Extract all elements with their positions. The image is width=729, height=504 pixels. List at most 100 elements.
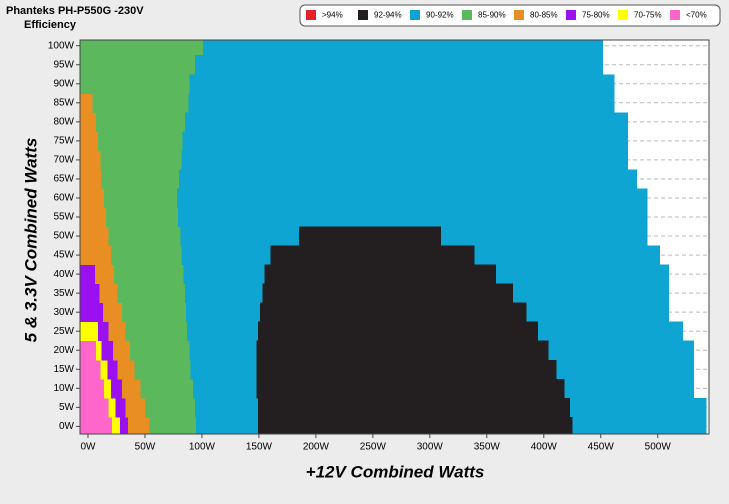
x-tick-label: 200W bbox=[303, 442, 330, 453]
x-tick-label: 300W bbox=[417, 442, 444, 453]
y-tick-label: 45W bbox=[53, 250, 74, 261]
x-tick-label: 100W bbox=[189, 442, 216, 453]
region-cell bbox=[256, 340, 549, 361]
region-cell bbox=[80, 207, 107, 228]
legend-swatch bbox=[462, 10, 472, 20]
region-cell bbox=[125, 397, 145, 418]
region-cell bbox=[134, 359, 191, 380]
region-cell bbox=[140, 378, 193, 399]
region-cell bbox=[179, 169, 638, 189]
x-tick-label: 0W bbox=[80, 442, 96, 453]
y-tick-label: 70W bbox=[53, 155, 74, 166]
region-cell bbox=[103, 188, 177, 208]
region-cell bbox=[80, 321, 99, 342]
region-cell bbox=[80, 150, 101, 170]
region-cell bbox=[260, 302, 527, 323]
y-tick-label: 90W bbox=[53, 78, 74, 89]
region-cell bbox=[110, 378, 123, 399]
legend-label: >94% bbox=[322, 11, 343, 20]
region-cell bbox=[114, 264, 184, 285]
region-cell bbox=[117, 283, 185, 304]
y-tick-label: 55W bbox=[53, 212, 74, 223]
y-tick-label: 10W bbox=[53, 383, 74, 394]
region-cell bbox=[80, 340, 96, 361]
region-cell bbox=[149, 416, 197, 434]
region-cell bbox=[108, 321, 126, 342]
region-cell bbox=[127, 416, 150, 434]
region-cell bbox=[108, 397, 116, 418]
region-cell bbox=[119, 416, 128, 434]
legend-swatch bbox=[618, 10, 628, 20]
region-cell bbox=[203, 40, 604, 56]
region-cell bbox=[195, 55, 604, 75]
chart-subtitle: Efficiency bbox=[24, 19, 77, 31]
y-tick-label: 85W bbox=[53, 97, 74, 108]
legend-swatch bbox=[670, 10, 680, 20]
y-tick-label: 25W bbox=[53, 326, 74, 337]
region-cell bbox=[177, 207, 648, 228]
region-cell bbox=[188, 93, 615, 113]
legend-label: 80-85% bbox=[530, 11, 558, 20]
y-tick-label: 5W bbox=[59, 402, 75, 413]
region-cell bbox=[108, 226, 181, 247]
legend-label: 92-94% bbox=[374, 11, 402, 20]
region-cell bbox=[80, 264, 95, 285]
region-cell bbox=[270, 245, 475, 266]
region-cell bbox=[181, 150, 629, 170]
legend-swatch bbox=[358, 10, 368, 20]
region-cell bbox=[80, 131, 99, 151]
region-cell bbox=[100, 359, 108, 380]
region-cell bbox=[115, 397, 126, 418]
region-cell bbox=[80, 93, 93, 113]
region-cell bbox=[182, 131, 629, 151]
region-cell bbox=[101, 169, 180, 189]
y-tick-label: 60W bbox=[53, 193, 74, 204]
x-tick-label: 400W bbox=[531, 442, 558, 453]
region-cell bbox=[111, 416, 120, 434]
region-cell bbox=[80, 245, 111, 266]
region-cell bbox=[100, 150, 182, 170]
region-cell bbox=[80, 169, 102, 189]
region-cell bbox=[80, 226, 109, 247]
y-tick-label: 50W bbox=[53, 231, 74, 242]
y-tick-label: 40W bbox=[53, 269, 74, 280]
region-cell bbox=[262, 283, 514, 304]
region-cell bbox=[80, 55, 196, 75]
region-cell bbox=[110, 245, 182, 266]
chart-title: Phanteks PH-P550G -230V bbox=[6, 5, 144, 17]
region-cell bbox=[80, 359, 101, 380]
legend-swatch bbox=[566, 10, 576, 20]
region-cell bbox=[256, 378, 565, 399]
y-tick-label: 65W bbox=[53, 174, 74, 185]
x-tick-label: 150W bbox=[246, 442, 273, 453]
region-cell bbox=[106, 207, 178, 228]
region-cell bbox=[113, 340, 131, 361]
region-cell bbox=[176, 188, 648, 208]
region-cell bbox=[298, 226, 442, 247]
region-cell bbox=[80, 378, 104, 399]
x-tick-label: 500W bbox=[645, 442, 672, 453]
region-cell bbox=[80, 416, 112, 434]
y-tick-label: 100W bbox=[48, 40, 75, 51]
region-cell bbox=[98, 131, 183, 151]
legend-swatch bbox=[410, 10, 420, 20]
legend-label: 70-75% bbox=[634, 11, 662, 20]
region-cell bbox=[94, 264, 115, 285]
region-cell bbox=[80, 302, 103, 323]
region-cell bbox=[130, 340, 190, 361]
region-cell bbox=[257, 397, 570, 418]
legend-label: 85-90% bbox=[478, 11, 506, 20]
region-cell bbox=[80, 74, 190, 94]
legend-box bbox=[299, 4, 721, 27]
plot-border bbox=[79, 39, 710, 435]
x-axis-label: +12V Combined Watts bbox=[306, 462, 485, 481]
y-tick-label: 15W bbox=[53, 364, 74, 375]
legend-label: 90-92% bbox=[426, 11, 454, 20]
legend-label: 75-80% bbox=[582, 11, 610, 20]
legend-swatch bbox=[306, 10, 316, 20]
region-cell bbox=[80, 397, 109, 418]
region-cell bbox=[101, 340, 114, 361]
region-cell bbox=[256, 359, 557, 380]
region-cell bbox=[103, 378, 111, 399]
